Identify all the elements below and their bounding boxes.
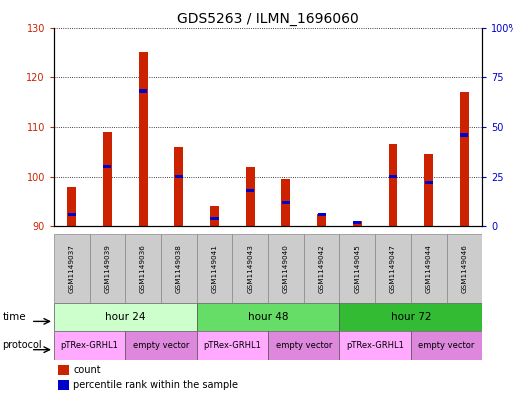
Bar — [54, 331, 125, 360]
Title: GDS5263 / ILMN_1696060: GDS5263 / ILMN_1696060 — [177, 13, 359, 26]
Text: empty vector: empty vector — [418, 341, 475, 350]
Bar — [340, 331, 411, 360]
Text: GSM1149043: GSM1149043 — [247, 244, 253, 293]
Bar — [125, 331, 196, 360]
Text: hour 48: hour 48 — [248, 312, 288, 322]
Bar — [246, 189, 254, 192]
Bar — [54, 303, 196, 331]
Bar — [232, 234, 268, 303]
Bar — [340, 234, 375, 303]
Bar — [196, 303, 340, 331]
Bar — [58, 380, 69, 390]
Text: pTRex-GRHL1: pTRex-GRHL1 — [61, 341, 119, 350]
Bar — [340, 303, 482, 331]
Bar — [411, 234, 446, 303]
Bar — [282, 179, 290, 226]
Text: hour 72: hour 72 — [390, 312, 431, 322]
Text: GSM1149045: GSM1149045 — [354, 244, 360, 293]
Bar — [282, 201, 290, 204]
Bar — [196, 234, 232, 303]
Text: hour 24: hour 24 — [105, 312, 146, 322]
Bar — [317, 214, 326, 226]
Bar — [304, 234, 340, 303]
Bar — [446, 234, 482, 303]
Bar — [460, 92, 469, 226]
Text: empty vector: empty vector — [275, 341, 332, 350]
Bar — [210, 206, 219, 226]
Text: count: count — [73, 365, 101, 375]
Bar — [196, 331, 268, 360]
Bar — [175, 175, 183, 178]
Bar — [389, 175, 397, 178]
Bar — [268, 331, 340, 360]
Text: empty vector: empty vector — [133, 341, 189, 350]
Bar — [174, 147, 183, 226]
Text: GSM1149038: GSM1149038 — [176, 244, 182, 293]
Bar — [424, 154, 433, 226]
Text: percentile rank within the sample: percentile rank within the sample — [73, 380, 238, 389]
Bar — [318, 213, 326, 216]
Bar — [353, 220, 361, 224]
Bar — [139, 89, 147, 93]
Bar — [268, 234, 304, 303]
Bar — [388, 144, 398, 226]
Text: time: time — [3, 312, 26, 322]
Bar — [375, 234, 411, 303]
Bar — [411, 331, 482, 360]
Bar — [210, 217, 219, 220]
Bar — [139, 52, 148, 226]
Bar — [161, 234, 196, 303]
Text: GSM1149039: GSM1149039 — [105, 244, 110, 293]
Text: GSM1149042: GSM1149042 — [319, 244, 325, 293]
Text: GSM1149046: GSM1149046 — [461, 244, 467, 293]
Bar — [54, 234, 90, 303]
Text: pTRex-GRHL1: pTRex-GRHL1 — [346, 341, 404, 350]
Text: GSM1149036: GSM1149036 — [140, 244, 146, 293]
Text: GSM1149037: GSM1149037 — [69, 244, 75, 293]
Bar — [125, 234, 161, 303]
Bar — [58, 365, 69, 375]
Text: protocol: protocol — [3, 340, 42, 351]
Bar — [460, 133, 468, 137]
Bar — [68, 213, 76, 216]
Bar — [353, 221, 362, 226]
Text: GSM1149047: GSM1149047 — [390, 244, 396, 293]
Text: GSM1149041: GSM1149041 — [211, 244, 218, 293]
Bar — [67, 187, 76, 226]
Bar — [104, 165, 111, 169]
Bar — [90, 234, 125, 303]
Bar — [425, 181, 432, 184]
Text: GSM1149044: GSM1149044 — [426, 244, 431, 293]
Bar — [103, 132, 112, 226]
Text: pTRex-GRHL1: pTRex-GRHL1 — [204, 341, 261, 350]
Text: GSM1149040: GSM1149040 — [283, 244, 289, 293]
Bar — [246, 167, 254, 226]
